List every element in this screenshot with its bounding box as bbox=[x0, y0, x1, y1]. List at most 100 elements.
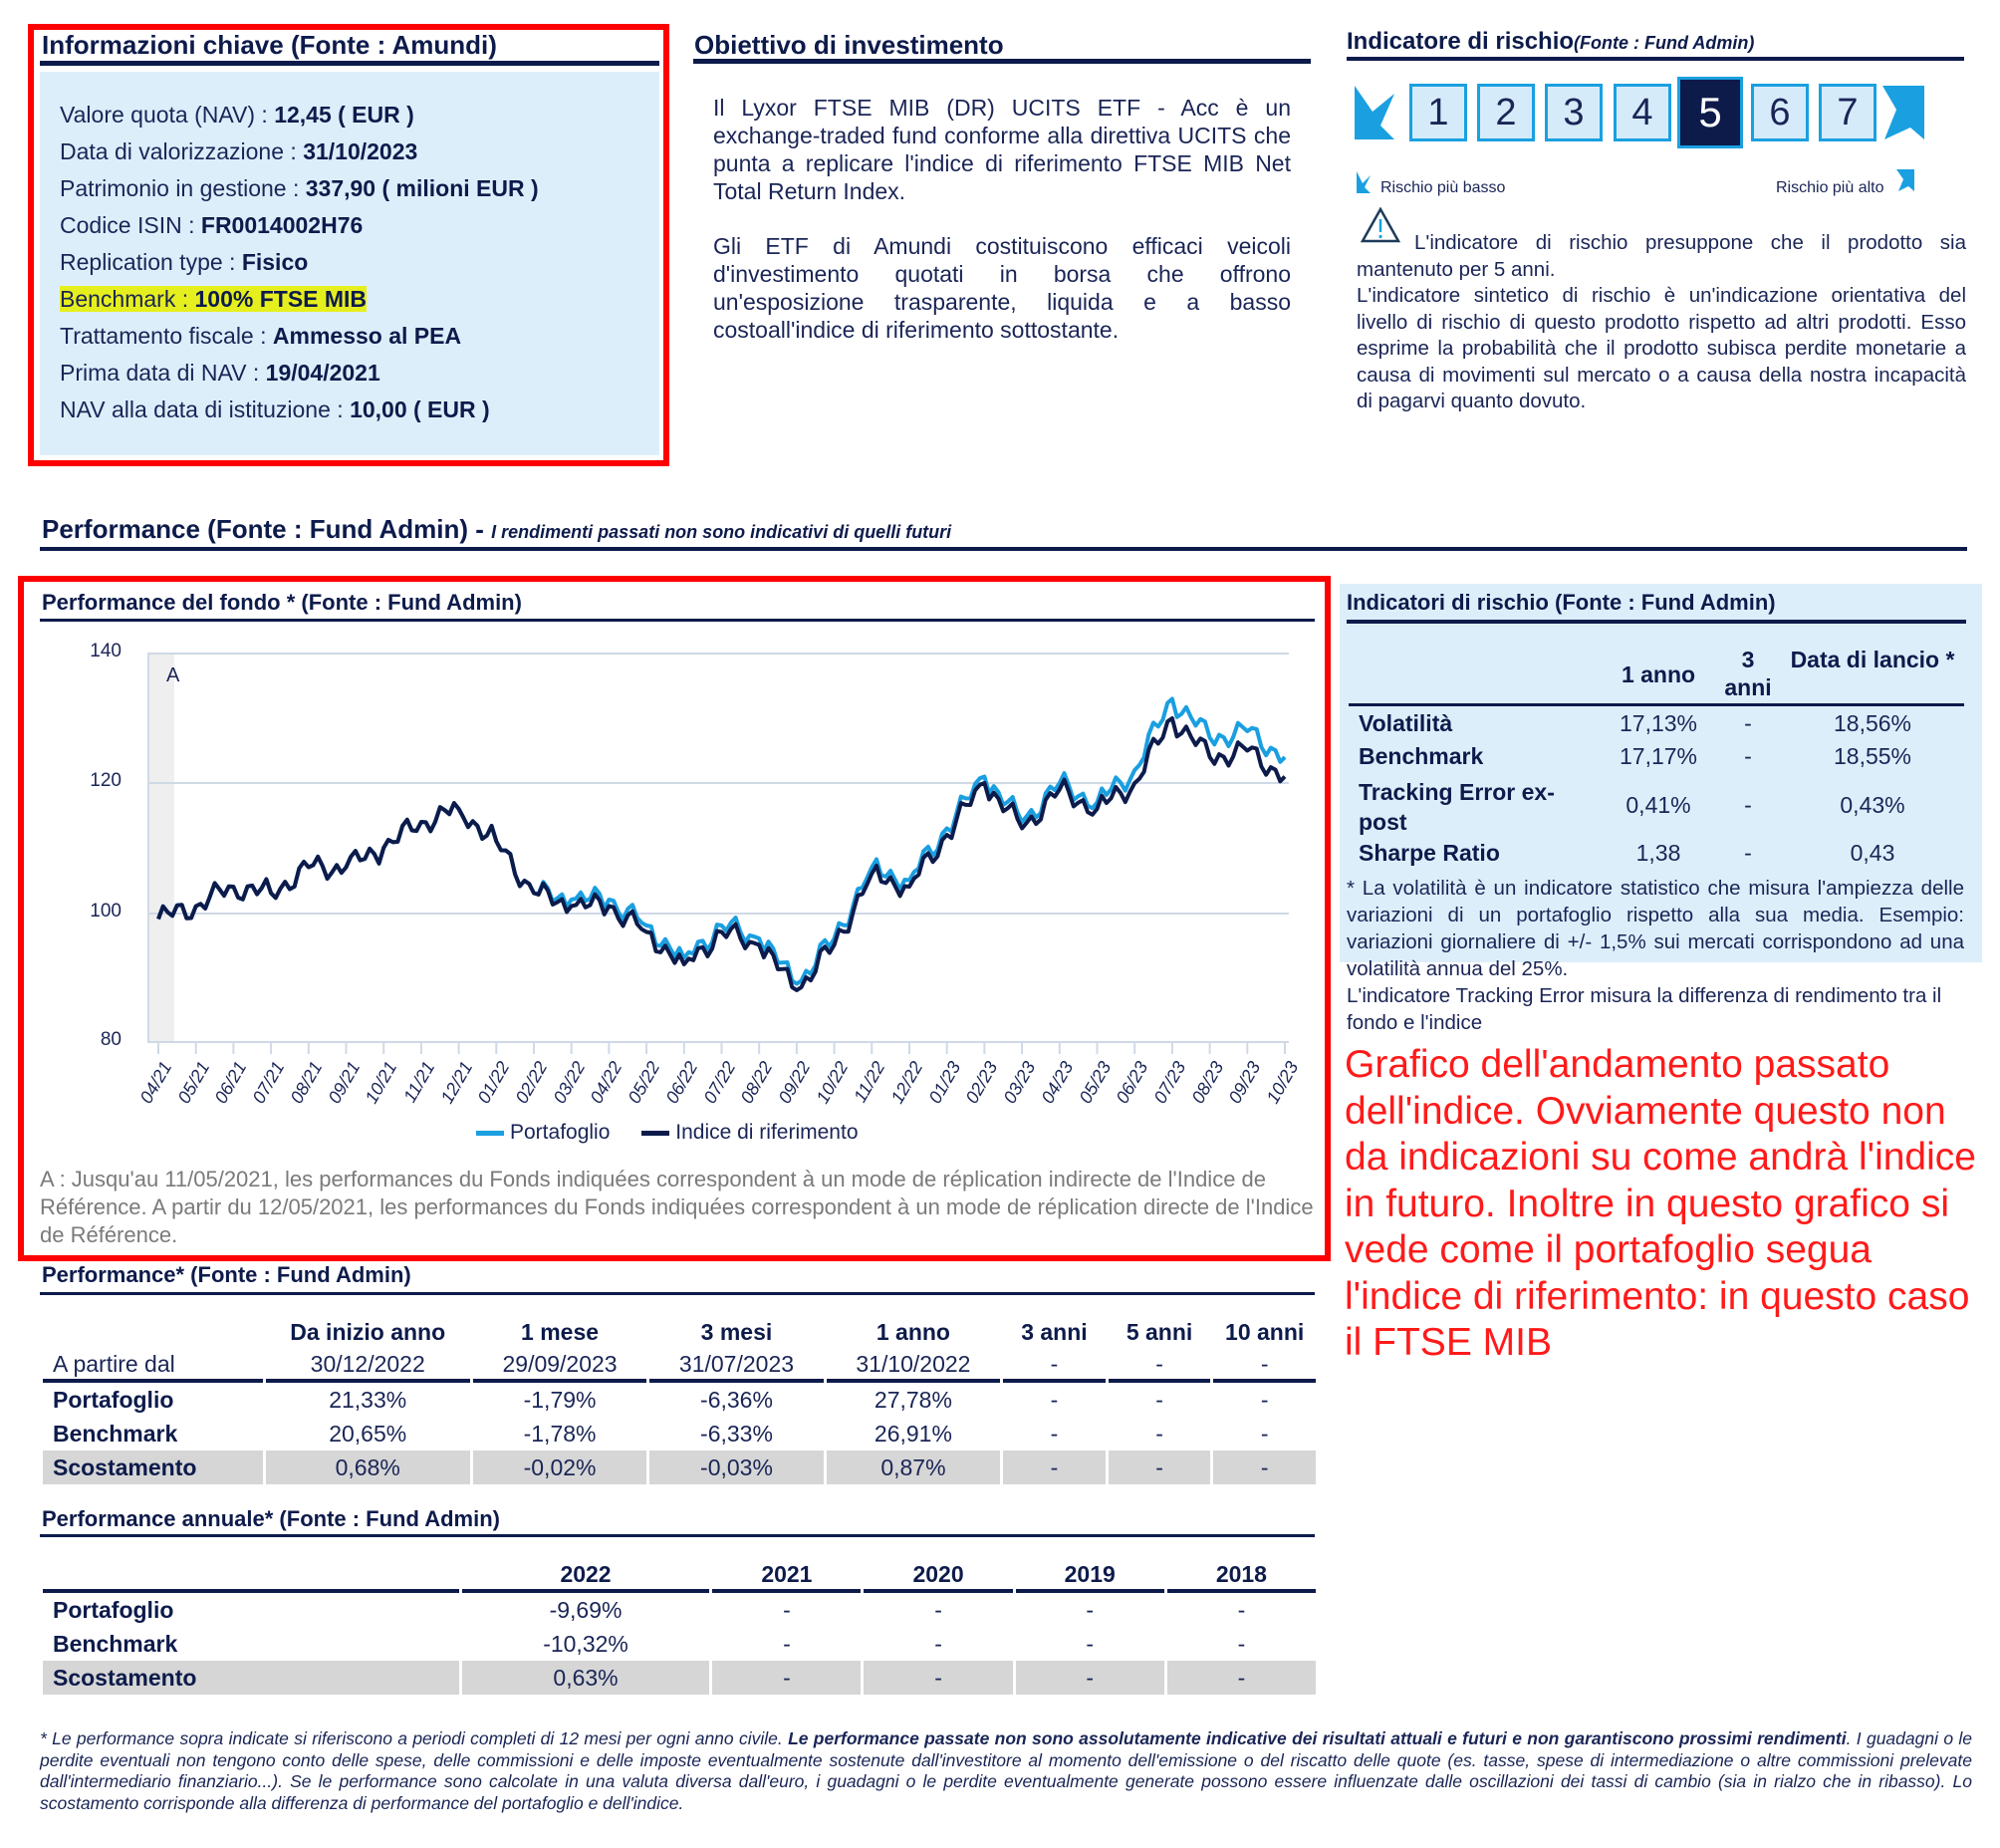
key-info-row-nav: Valore quota (NAV) : 12,45 ( EUR ) bbox=[60, 102, 414, 128]
y-tick-100: 100 bbox=[90, 901, 122, 922]
risk-row-tracking-launch: 0,43% bbox=[1840, 792, 1905, 818]
risk-level-4: 4 bbox=[1614, 84, 1671, 141]
risk-row-sharpe-1y: 1,38 bbox=[1635, 840, 1681, 866]
table-row: Scostamento 0,63% - - - - bbox=[43, 1661, 1316, 1695]
annual-header-row: 2022 2021 2020 2019 2018 bbox=[43, 1559, 1316, 1593]
period-a-marker: A bbox=[166, 664, 180, 686]
risk-row-benchmark-launch: 18,55% bbox=[1833, 743, 1911, 769]
perf-col-1y: 1 anno bbox=[875, 1318, 950, 1345]
small-arrow-up-right-icon bbox=[1896, 169, 1914, 191]
arrow-up-right-icon bbox=[1882, 86, 1924, 139]
chart-legend: Portafoglio Indice di riferimento bbox=[476, 1121, 859, 1145]
performance-header: Performance (Fonte : Fund Admin) - I ren… bbox=[42, 514, 952, 544]
objective-rule bbox=[693, 59, 1311, 64]
y-tick-80: 80 bbox=[100, 1029, 122, 1050]
key-info-row-isin: Codice ISIN : FR0014002H76 bbox=[60, 212, 364, 238]
risk-level-3: 3 bbox=[1545, 84, 1603, 141]
annual-col-2020: 2020 bbox=[864, 1559, 1013, 1593]
risk-table-panel bbox=[1340, 584, 1982, 962]
key-info-panel: Valore quota (NAV) : 12,45 ( EUR ) Data … bbox=[40, 72, 659, 455]
perf-col-3y: 3 anni bbox=[1021, 1318, 1088, 1345]
legend-portfolio-swatch bbox=[476, 1130, 504, 1136]
disclaimer-footnote: * Le performance sopra indicate si rifer… bbox=[40, 1728, 1972, 1813]
risk-row-benchmark-1y: 17,17% bbox=[1619, 743, 1697, 769]
key-info-row-inception-nav: NAV alla data di istituzione : 10,00 ( E… bbox=[60, 396, 490, 422]
performance-table: Da inizio anno 1 mese 3 mesi 1 anno 3 an… bbox=[40, 1315, 1319, 1484]
key-info-row-date: Data di valorizzazione : 31/10/2023 bbox=[60, 138, 418, 164]
annual-col-2022: 2022 bbox=[461, 1559, 710, 1593]
table-row: Portafoglio -9,69% - - - - bbox=[53, 1596, 1246, 1623]
table-row: Scostamento 0,68% -0,02% -0,03% 0,87% - … bbox=[43, 1451, 1316, 1484]
performance-table-title: Performance* (Fonte : Fund Admin) bbox=[42, 1262, 411, 1287]
annual-col-2019: 2019 bbox=[1015, 1559, 1164, 1593]
risk-description: L'indicatore sintetico di rischio è un'i… bbox=[1357, 284, 1966, 412]
risk-level-6: 6 bbox=[1751, 84, 1809, 141]
tracking-error-note: L'indicatore Tracking Error misura la di… bbox=[1347, 984, 1942, 1034]
chart-highlight-frame bbox=[18, 576, 1331, 1261]
warning-icon bbox=[1361, 207, 1400, 243]
risk-col-1-anno: 1 anno bbox=[1621, 661, 1696, 687]
risk-level-7: 7 bbox=[1819, 84, 1876, 141]
risk-level-2: 2 bbox=[1477, 84, 1535, 141]
risk-row-tracking-3y: - bbox=[1744, 792, 1752, 818]
objective-paragraph-2: Gli ETF di Amundi costituiscono efficaci… bbox=[713, 233, 1291, 343]
perf-header-row: Da inizio anno 1 mese 3 mesi 1 anno 3 an… bbox=[43, 1315, 1316, 1349]
table-row: Benchmark 20,65% -1,78% -6,33% 26,91% - … bbox=[53, 1420, 1269, 1447]
risk-low-label: Rischio più basso bbox=[1380, 179, 1506, 196]
annual-table: 2022 2021 2020 2019 2018 Portafoglio -9,… bbox=[40, 1559, 1319, 1695]
objective-paragraph-1: Il Lyxor FTSE MIB (DR) UCITS ETF - Acc è… bbox=[713, 95, 1291, 204]
y-tick-140: 140 bbox=[90, 641, 122, 661]
annotation-text: Grafico dell'andamento passato dell'indi… bbox=[1345, 1043, 1976, 1364]
index-line bbox=[156, 716, 1287, 992]
risk-table-header-rule bbox=[1349, 703, 1964, 706]
key-info-highlight-frame bbox=[28, 24, 669, 466]
risk-row-sharpe-label: Sharpe Ratio bbox=[1359, 840, 1500, 866]
annual-table-rule bbox=[40, 1534, 1315, 1537]
fund-chart-title: Performance del fondo * (Fonte : Fund Ad… bbox=[42, 590, 522, 615]
key-info-row-replication: Replication type : Fisico bbox=[60, 249, 309, 275]
performance-header-rule bbox=[40, 547, 1967, 551]
risk-row-volatility-launch: 18,56% bbox=[1833, 710, 1911, 736]
legend-index-swatch bbox=[641, 1130, 670, 1136]
performance-table-rule bbox=[40, 1292, 1315, 1295]
key-info-row-tax: Trattamento fiscale : Ammesso al PEA bbox=[60, 323, 462, 349]
y-tick-120: 120 bbox=[90, 770, 122, 791]
risk-high-label: Rischio più alto bbox=[1776, 179, 1884, 196]
key-info-title: Informazioni chiave (Fonte : Amundi) bbox=[42, 30, 497, 60]
risk-level-5-active: 5 bbox=[1677, 77, 1743, 148]
small-arrow-down-left-icon bbox=[1357, 171, 1371, 193]
annual-col-2021: 2021 bbox=[712, 1559, 862, 1593]
risk-col-3-anni: 3 anni bbox=[1724, 647, 1772, 700]
objective-title: Obiettivo di investimento bbox=[694, 30, 1004, 60]
risk-level-1: 1 bbox=[1409, 84, 1467, 141]
annual-col-2018: 2018 bbox=[1166, 1559, 1316, 1593]
risk-row-tracking-label: Tracking Error ex-post bbox=[1359, 779, 1555, 835]
perf-col-1m: 1 mese bbox=[521, 1318, 600, 1345]
risk-indicator-title: Indicatore di rischio(Fonte : Fund Admin… bbox=[1347, 28, 1755, 55]
key-info-row-benchmark: Benchmark : 100% FTSE MIB bbox=[60, 286, 368, 313]
chart-note-a: A : Jusqu'au 11/05/2021, les performance… bbox=[40, 1167, 1314, 1247]
performance-line-chart bbox=[147, 653, 1289, 1054]
risk-warning-text: L'indicatore di rischio presuppone che i… bbox=[1357, 231, 1966, 281]
risk-row-volatility-label: Volatilità bbox=[1359, 710, 1453, 736]
perf-start-date-row: A partire dal 30/12/2022 29/09/2023 31/0… bbox=[43, 1349, 1316, 1383]
period-a-shading bbox=[149, 654, 174, 1042]
risk-row-volatility-1y: 17,13% bbox=[1619, 710, 1697, 736]
key-info-rule bbox=[40, 61, 659, 66]
table-row: Benchmark -10,32% - - - - bbox=[53, 1630, 1246, 1657]
perf-col-3m: 3 mesi bbox=[700, 1318, 773, 1345]
perf-col-ytd: Da inizio anno bbox=[290, 1318, 446, 1345]
risk-indicator-rule bbox=[1347, 57, 1964, 61]
risk-col-launch: Data di lancio * bbox=[1790, 647, 1955, 672]
portfolio-line bbox=[156, 696, 1287, 986]
table-row: Portafoglio 21,33% -1,79% -6,36% 27,78% … bbox=[53, 1386, 1269, 1413]
risk-row-benchmark-3y: - bbox=[1744, 743, 1752, 769]
risk-row-tracking-1y: 0,41% bbox=[1625, 792, 1691, 818]
volatility-footnote: * La volatilità è un indicatore statisti… bbox=[1347, 877, 1964, 980]
perf-col-5y: 5 anni bbox=[1125, 1318, 1193, 1345]
risk-table-rule bbox=[1347, 620, 1966, 624]
risk-row-sharpe-3y: - bbox=[1744, 840, 1752, 866]
risk-row-benchmark-label: Benchmark bbox=[1359, 743, 1484, 769]
risk-row-volatility-3y: - bbox=[1744, 710, 1752, 736]
annual-table-title: Performance annuale* (Fonte : Fund Admin… bbox=[42, 1506, 500, 1531]
